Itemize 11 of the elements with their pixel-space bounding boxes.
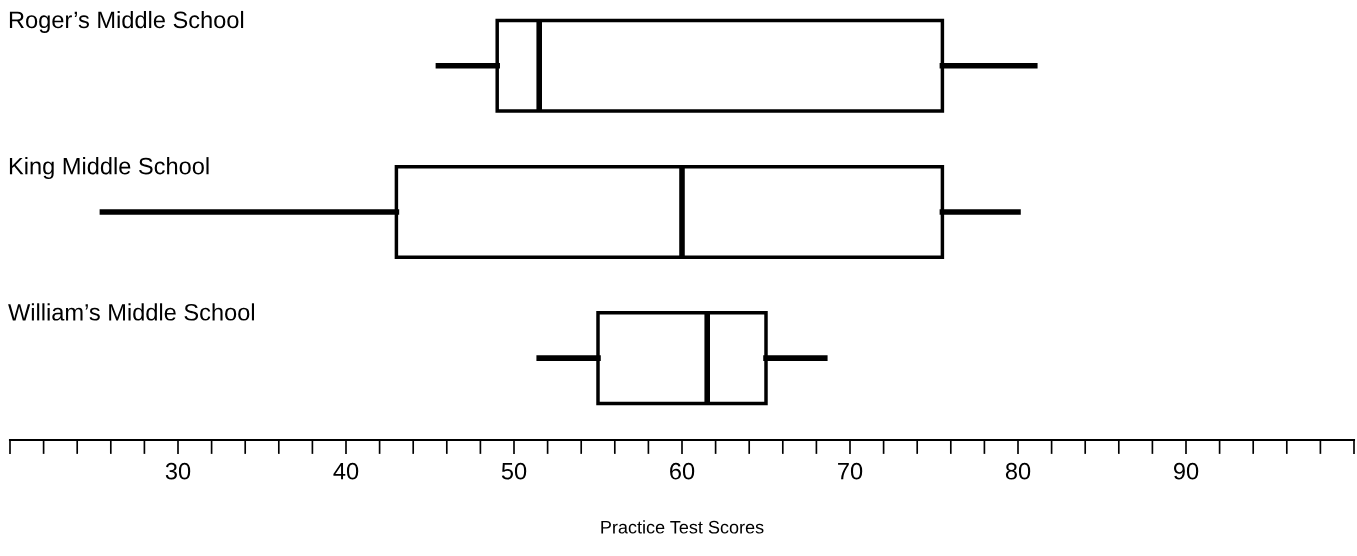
y-tick-label: William’s Middle School bbox=[8, 303, 254, 321]
x-axis-title: Practice Test Scores bbox=[601, 520, 764, 534]
y-tick-label: King Middle School bbox=[9, 157, 209, 180]
x-tick-label: 60 bbox=[670, 462, 695, 480]
x-tick-label: 40 bbox=[333, 462, 359, 480]
x-tick-label: 90 bbox=[1173, 462, 1199, 480]
x-tick-label: 70 bbox=[838, 462, 863, 480]
x-tick-label: 50 bbox=[501, 462, 527, 480]
x-tick-label: 30 bbox=[165, 462, 191, 480]
y-tick-label: Roger’s Middle School bbox=[9, 10, 244, 33]
x-tick-label: 80 bbox=[1005, 462, 1031, 480]
